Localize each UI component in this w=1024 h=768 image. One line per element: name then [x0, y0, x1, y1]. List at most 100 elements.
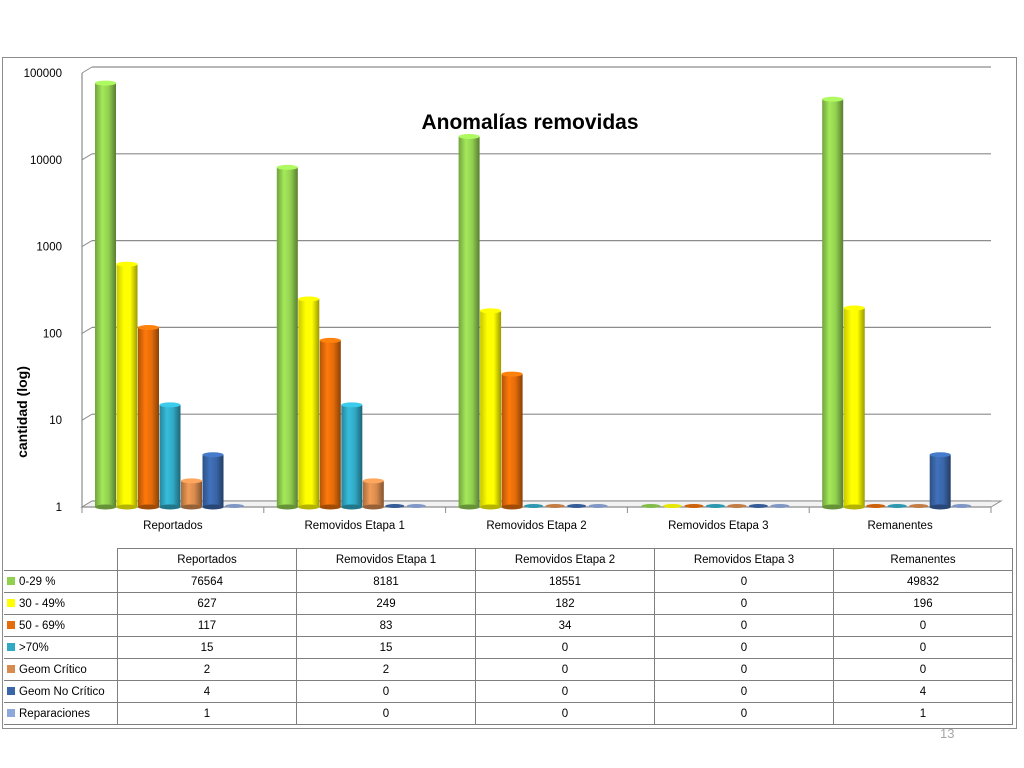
chart-frame: [2, 57, 1017, 729]
bar-top: [362, 478, 384, 484]
y-tick-label: 1000: [36, 242, 62, 254]
table-corner: [4, 548, 118, 571]
bar: [202, 454, 224, 507]
table-header-cell: Reportados: [117, 548, 297, 571]
legend-entry: Geom Crítico: [4, 658, 118, 681]
bar: [181, 480, 202, 507]
bar-base: [458, 504, 480, 510]
table-cell: 182: [475, 592, 655, 615]
bar: [298, 299, 320, 507]
chart-title: Anomalías removidas: [421, 111, 639, 134]
bar-base: [866, 504, 886, 508]
table-row: 30 - 49% 627 249 182 0 196: [4, 592, 1013, 615]
x-tick-label: Removidos Etapa 2: [486, 520, 586, 532]
bar-base: [887, 504, 907, 508]
legend-label: Geom Crítico: [19, 663, 87, 676]
x-tick-label: Removidos Etapa 1: [305, 520, 405, 532]
legend-key: [7, 620, 15, 629]
legend-key: [7, 708, 15, 717]
table-cell: 0: [475, 680, 655, 703]
bar-base: [705, 504, 725, 508]
y-tick-label: 10: [49, 415, 62, 427]
y-tick-label: 1: [56, 502, 62, 514]
table-row: Geom No Crítico 4 0 0 0 4: [4, 680, 1013, 703]
bar-base: [159, 504, 181, 510]
table-header-cell: Removidos Etapa 3: [654, 548, 834, 571]
y-tick-label: 10000: [30, 155, 62, 167]
bar-base: [341, 504, 363, 510]
page-number: 13: [940, 726, 955, 741]
table-row: >70% 15 15 0 0 0: [4, 636, 1013, 659]
bar-top: [341, 402, 363, 408]
bar-base: [116, 504, 138, 510]
table-cell: 0: [833, 658, 1013, 681]
bar: [501, 374, 523, 507]
bar-top: [159, 402, 181, 408]
bar-base: [909, 504, 929, 508]
gridline-edge: [81, 413, 93, 421]
bar-base: [952, 504, 972, 508]
gridline-edge: [81, 326, 93, 334]
table-cell: 15: [117, 636, 297, 659]
table-header-cell: Removidos Etapa 1: [296, 548, 476, 571]
table-row: Reparaciones 1 0 0 0 1: [4, 702, 1013, 725]
legend-label: Geom No Crítico: [19, 685, 105, 698]
table-cell: 0: [654, 614, 834, 637]
data-table: Reportados Removidos Etapa 1 Removidos Eta…: [4, 548, 1013, 725]
bar-top: [276, 164, 298, 170]
legend-entry: 0-29 %: [4, 570, 118, 593]
table-cell: 196: [833, 592, 1013, 615]
bar-top: [95, 80, 116, 86]
bar-base: [181, 504, 202, 510]
bar-base: [822, 504, 844, 510]
table-cell: 0: [296, 680, 476, 703]
bar: [480, 310, 502, 507]
bar-top: [298, 296, 320, 302]
bar: [843, 308, 865, 507]
bar-base: [225, 504, 244, 508]
legend-entry: Reparaciones: [4, 702, 118, 725]
bar-base: [567, 504, 587, 508]
table-cell: 0: [833, 636, 1013, 659]
table-cell: 0: [654, 570, 834, 593]
bar-base: [319, 504, 341, 510]
x-tick-label: Removidos Etapa 3: [668, 520, 768, 532]
table-header-cell: Remanentes: [833, 548, 1013, 571]
bar-base: [748, 504, 768, 508]
gridline-edge: [81, 66, 93, 74]
x-tick-label: Remanentes: [867, 520, 932, 532]
table-cell: 117: [117, 614, 297, 637]
legend-key: [7, 598, 15, 607]
legend-entry: 30 - 49%: [4, 592, 118, 615]
table-cell: 0: [296, 702, 476, 725]
table-cell: 2: [296, 658, 476, 681]
table-row: 50 - 69% 117 83 34 0 0: [4, 614, 1013, 637]
bar-top: [822, 96, 844, 102]
table-cell: 627: [117, 592, 297, 615]
table-cell: 83: [296, 614, 476, 637]
y-axis-label: cantidad (log): [14, 366, 30, 458]
bar-top: [458, 134, 480, 140]
bar: [929, 454, 951, 507]
bar-base: [202, 504, 224, 510]
bar: [116, 264, 138, 507]
bar-top: [138, 324, 159, 330]
bar-base: [501, 504, 523, 510]
legend-entry: >70%: [4, 636, 118, 659]
bar: [276, 167, 298, 507]
legend-label: 0-29 %: [19, 575, 56, 588]
table-row: 0-29 % 76564 8181 18551 0 49832: [4, 570, 1013, 593]
bar: [95, 83, 116, 508]
bar-top: [501, 371, 523, 377]
bar-base: [524, 504, 544, 508]
bar-base: [727, 504, 747, 508]
gridline-edge: [81, 240, 93, 248]
y-tick-label: 100000: [24, 68, 62, 80]
bar-base: [662, 504, 682, 508]
legend-label: >70%: [19, 641, 49, 654]
legend-key: [7, 642, 15, 651]
table-cell: 0: [833, 614, 1013, 637]
legend-entry: 50 - 69%: [4, 614, 118, 637]
bar-base: [480, 504, 502, 510]
table-cell: 4: [117, 680, 297, 703]
